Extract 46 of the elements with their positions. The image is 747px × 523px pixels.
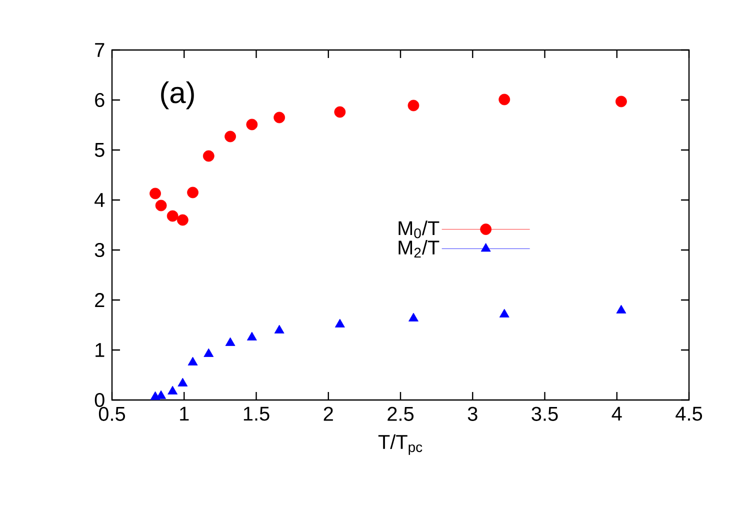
annotation: (a) [161, 81, 194, 110]
y-tick-label: 7 [95, 43, 104, 57]
point [155, 200, 167, 212]
legend-label: M$_{0}$/T [398, 220, 440, 238]
y-tick-label: 0 [94, 392, 104, 408]
point [499, 308, 510, 318]
y-tick-label: 3 [94, 242, 104, 258]
point [408, 312, 418, 322]
point [616, 304, 626, 314]
y-tick-label: 4 [94, 193, 105, 207]
x-tick-label: 1 [180, 406, 189, 421]
y-tick-label: 6 [95, 92, 104, 108]
x-tick-label: 3.5 [532, 406, 558, 421]
y-tick-label: 5 [94, 143, 104, 157]
point [334, 106, 346, 118]
x-tick-label: 2.5 [388, 406, 414, 421]
point [202, 150, 214, 162]
point [188, 356, 198, 366]
point [616, 96, 627, 108]
point [246, 118, 258, 130]
x-tick-label: 1.5 [244, 406, 270, 421]
point [204, 348, 214, 357]
point [176, 214, 188, 226]
legend-label: M$_{2}$/T [398, 240, 440, 258]
point [168, 386, 178, 394]
point [334, 318, 345, 328]
point [150, 188, 161, 200]
x-tick-label: 4.5 [676, 406, 702, 421]
point [274, 112, 286, 124]
y-tick-label: 1 [96, 343, 104, 357]
x-tick-label: 2 [324, 406, 333, 421]
point [156, 390, 166, 399]
point [225, 337, 236, 346]
point [274, 324, 284, 334]
x-axis-title: T/T$_{pc}$ [378, 434, 422, 455]
point [178, 378, 188, 386]
point [498, 94, 510, 106]
point [166, 210, 178, 222]
x-tick-label: 3 [468, 406, 478, 421]
x-tick-label: 0.5 [98, 406, 126, 421]
x-tick-label: 4 [612, 406, 622, 421]
point [408, 100, 420, 112]
point [246, 332, 257, 340]
point [224, 130, 236, 142]
y-tick-label: 2 [95, 293, 104, 307]
point [187, 186, 198, 198]
